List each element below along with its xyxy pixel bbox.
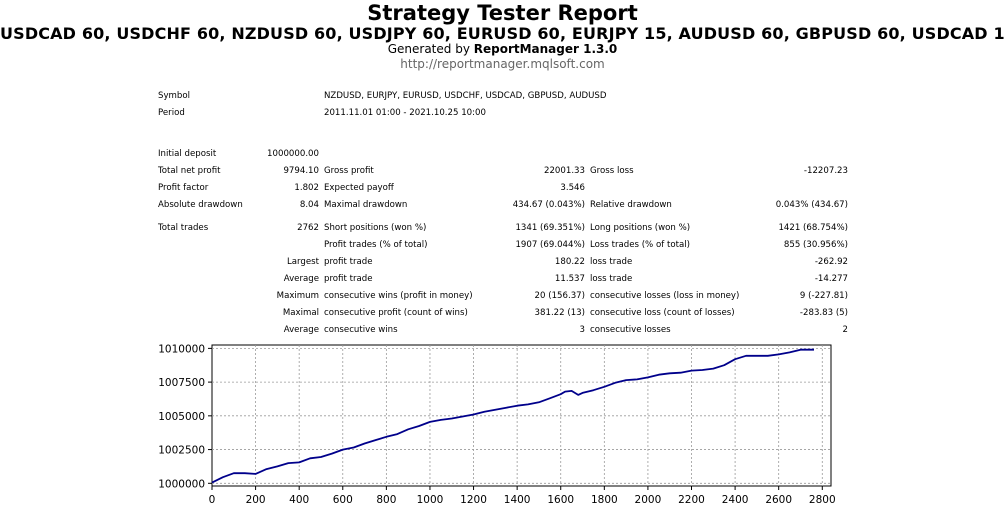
x-tick-label: 2000 (635, 494, 662, 505)
balance-chart: 0 200 400 600 800 1000 1200 1400 1600 1800 2000 220… (158, 343, 836, 505)
avg-consecutive-losses-label: consecutive losses (590, 325, 671, 335)
short-positions-label: Short positions (won %) (324, 223, 427, 233)
avg-consecutive-wins-value: 3 (579, 325, 585, 335)
x-tick-label: 1000 (417, 494, 444, 505)
symbol-value: NZDUSD, EURJPY, EURUSD, USDCHF, USDCAD, … (324, 91, 607, 101)
absolute-drawdown-value: 8.04 (299, 200, 319, 210)
initial-deposit-label: Initial deposit (158, 149, 217, 159)
y-tick-label: 1000000 (158, 478, 205, 490)
relative-drawdown-label: Relative drawdown (590, 200, 672, 210)
average-loss-value: -14.277 (814, 274, 848, 284)
loss-trades-value: 855 (30.956%) (783, 240, 848, 250)
x-tick-label: 200 (246, 494, 266, 505)
max-consecutive-wins-value: 20 (156.37) (534, 291, 585, 301)
x-tick-label: 400 (289, 494, 309, 505)
average-loss-label: loss trade (590, 274, 633, 284)
max-consecutive-losses-label: consecutive losses (loss in money) (590, 291, 740, 301)
x-tick-label: 1400 (504, 494, 531, 505)
profit-trades-value: 1907 (69.044%) (515, 240, 585, 250)
generated-by: Generated by ReportManager 1.3.0 (0, 42, 1005, 57)
y-tick-label: 1005000 (158, 411, 205, 423)
symbol-label: Symbol (158, 91, 191, 101)
largest-label: Largest (286, 257, 319, 267)
y-tick-label: 1010000 (158, 343, 205, 355)
relative-drawdown-value: 0.043% (434.67) (775, 200, 848, 210)
profit-factor-label: Profit factor (158, 183, 209, 193)
average-profit-label: profit trade (324, 274, 373, 284)
gross-loss-value: -12207.23 (803, 166, 848, 176)
long-positions-label: Long positions (won %) (590, 223, 691, 233)
gross-profit-label: Gross profit (324, 166, 374, 176)
maximal-label: Maximal (282, 308, 319, 318)
total-trades-label: Total trades (158, 223, 209, 233)
average-profit-value: 11.537 (554, 274, 585, 284)
period-value: 2011.11.01 01:00 - 2021.10.25 10:00 (324, 108, 486, 118)
generator-name: ReportManager 1.3.0 (473, 42, 618, 56)
total-net-profit-value: 9794.10 (283, 166, 319, 176)
long-positions-value: 1421 (68.754%) (778, 223, 848, 233)
report-title: Strategy Tester Report (367, 1, 638, 25)
largest-loss-label: loss trade (590, 257, 633, 267)
largest-profit-value: 180.22 (554, 257, 585, 267)
gross-profit-value: 22001.33 (543, 166, 585, 176)
x-tick-label: 800 (376, 494, 396, 505)
average-label: Average (283, 274, 319, 284)
profit-factor-value: 1.802 (294, 183, 319, 193)
expected-payoff-label: Expected payoff (324, 183, 394, 193)
max-consecutive-losses-value: 9 (-227.81) (799, 291, 848, 301)
y-tick-label: 1007500 (158, 377, 205, 389)
x-tick-label: 600 (333, 494, 353, 505)
maximal-drawdown-value: 434.67 (0.043%) (512, 200, 585, 210)
maximal-consecutive-loss-label: consecutive loss (count of losses) (590, 308, 735, 318)
avg-consecutive-losses-value: 2 (842, 325, 848, 335)
x-tick-label: 2800 (809, 494, 836, 505)
absolute-drawdown-label: Absolute drawdown (158, 200, 243, 210)
y-tick-label: 1002500 (158, 445, 205, 457)
maximal-consecutive-loss-value: -283.83 (5) (799, 308, 848, 318)
generated-prefix: Generated by (387, 42, 474, 56)
largest-loss-value: -262.92 (814, 257, 848, 267)
average-consecutive-label: Average (283, 325, 319, 335)
total-trades-value: 2762 (297, 223, 319, 233)
x-tick-label: 2600 (765, 494, 792, 505)
balance-line (211, 348, 814, 484)
profit-trades-label: Profit trades (% of total) (324, 240, 428, 250)
short-positions-value: 1341 (69.351%) (515, 223, 585, 233)
max-consecutive-wins-label: consecutive wins (profit in money) (324, 291, 473, 301)
x-tick-label: 2200 (678, 494, 705, 505)
report-url[interactable]: http://reportmanager.mqlsoft.com (400, 57, 605, 71)
maximal-drawdown-label: Maximal drawdown (324, 200, 408, 210)
maximum-label: Maximum (276, 291, 319, 301)
avg-consecutive-wins-label: consecutive wins (324, 325, 398, 335)
gross-loss-label: Gross loss (590, 166, 634, 176)
x-tick-label: 1200 (460, 494, 487, 505)
maximal-consecutive-profit-label: consecutive profit (count of wins) (324, 308, 468, 318)
initial-deposit-value: 1000000.00 (267, 149, 319, 159)
largest-profit-label: profit trade (324, 257, 373, 267)
report-subtitle: USDCAD 60, USDCHF 60, NZDUSD 60, USDJPY … (0, 24, 1005, 43)
x-tick-label: 2400 (722, 494, 749, 505)
loss-trades-label: Loss trades (% of total) (590, 240, 690, 250)
maximal-consecutive-profit-value: 381.22 (13) (534, 308, 585, 318)
x-tick-label: 1800 (591, 494, 618, 505)
total-net-profit-label: Total net profit (158, 166, 221, 176)
period-label: Period (158, 108, 185, 118)
x-tick-label: 1600 (547, 494, 574, 505)
x-tick-label: 0 (209, 494, 216, 505)
expected-payoff-value: 3.546 (560, 183, 585, 193)
